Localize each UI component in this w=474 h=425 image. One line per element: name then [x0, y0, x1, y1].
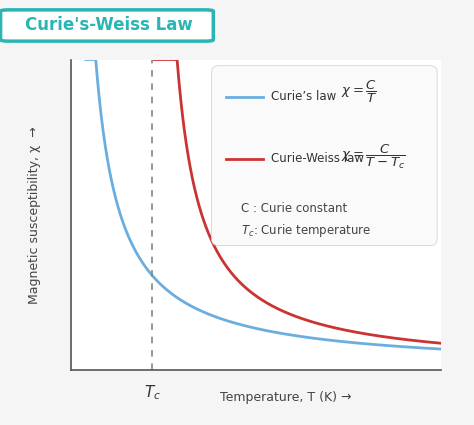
Text: Curie’s law: Curie’s law: [271, 90, 336, 103]
Text: Magnetic susceptibility, χ  →: Magnetic susceptibility, χ →: [27, 126, 41, 303]
Text: C : Curie constant: C : Curie constant: [241, 202, 347, 215]
Text: $\chi = \dfrac{C}{T - T_c}$: $\chi = \dfrac{C}{T - T_c}$: [341, 143, 406, 171]
Text: $\chi = \dfrac{C}{T}$: $\chi = \dfrac{C}{T}$: [341, 79, 378, 105]
Text: $T_c$: $T_c$: [144, 384, 161, 402]
Text: Temperature, T (K) →: Temperature, T (K) →: [220, 391, 351, 405]
Text: Curie-Weiss law: Curie-Weiss law: [271, 152, 364, 165]
FancyBboxPatch shape: [211, 66, 437, 246]
FancyBboxPatch shape: [0, 10, 213, 41]
Text: Curie's-Weiss Law: Curie's-Weiss Law: [25, 16, 193, 34]
Text: $T_c$: Curie temperature: $T_c$: Curie temperature: [241, 222, 371, 239]
